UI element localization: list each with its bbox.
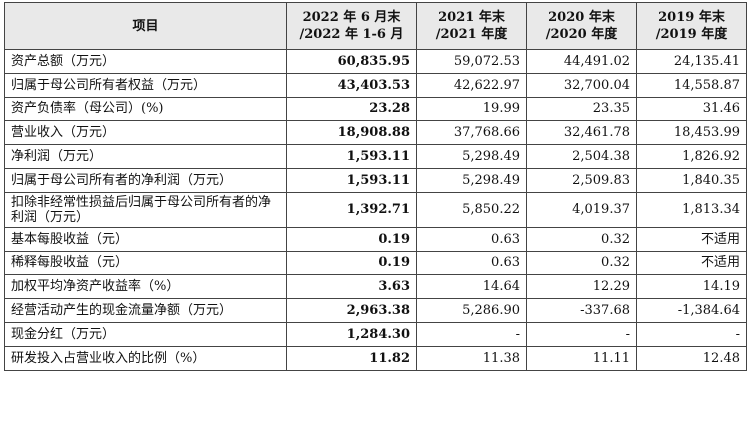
cell-2019: 不适用 [636,226,747,252]
row-label: 归属于母公司所有者的净利润（万元） [4,167,287,193]
cell-2022-h1: 60,835.95 [286,49,417,74]
cell-2021: 5,298.49 [416,167,527,193]
cell-2020: 2,509.83 [526,167,637,193]
cell-2021: 5,286.90 [416,298,527,323]
table-row: 稀释每股收益（元） 0.19 0.63 0.32 不适用 [4,250,747,276]
cell-2020: 4,019.37 [526,191,637,228]
cell-2020: -337.68 [526,298,637,323]
table-row: 现金分红（万元） 1,284.30 - - - [4,321,747,347]
header-2019-line2: /2019 年度 [655,27,728,42]
row-label: 资产负债率（母公司）(%) [4,96,287,122]
cell-2022-h1: 11.82 [286,345,417,371]
cell-2020: 32,700.04 [526,72,637,98]
table-row: 净利润（万元） 1,593.11 5,298.49 2,504.38 1,826… [4,144,747,169]
table-body: 资产总额（万元） 60,835.95 59,072.53 44,491.02 2… [4,49,747,371]
header-2021-line2: /2021 年度 [435,27,508,42]
header-2021: 2021 年末 /2021 年度 [416,2,527,50]
cell-2022-h1: 2,963.38 [286,298,417,323]
cell-2022-h1: 43,403.53 [286,72,417,98]
header-item-label: 项目 [132,18,159,34]
cell-2020: 11.11 [526,345,637,371]
header-2020: 2020 年末 /2020 年度 [526,2,637,50]
row-label: 经营活动产生的现金流量净额（万元） [4,298,287,323]
header-2021-line1: 2021 年末 [438,10,505,25]
header-item: 项目 [4,2,287,50]
cell-2020: - [526,321,637,347]
cell-2021: - [416,321,527,347]
row-label: 归属于母公司所有者权益（万元） [4,72,287,98]
cell-2019: 1,826.92 [636,144,747,169]
cell-2020: 32,461.78 [526,120,637,146]
cell-2021: 5,850.22 [416,191,527,228]
cell-2021: 0.63 [416,226,527,252]
cell-2021: 14.64 [416,274,527,300]
cell-2019: 不适用 [636,250,747,276]
table-row: 归属于母公司所有者权益（万元） 43,403.53 42,622.97 32,7… [4,72,747,98]
financial-data-table: 项目 2022 年 6 月末 /2022 年 1-6 月 2021 年末 /20… [4,2,747,371]
cell-2020: 44,491.02 [526,49,637,74]
header-2022-h1-line2: /2022 年 1-6 月 [299,27,404,42]
header-2019-line1: 2019 年末 [658,10,725,25]
table-row: 扣除非经常性损益后归属于母公司所有者的净利润（万元） 1,392.71 5,85… [4,191,747,228]
cell-2019: 31.46 [636,96,747,122]
cell-2019: 1,840.35 [636,167,747,193]
header-2020-line2: /2020 年度 [545,27,618,42]
cell-2022-h1: 1,593.11 [286,144,417,169]
cell-2021: 11.38 [416,345,527,371]
cell-2021: 5,298.49 [416,144,527,169]
table-row: 归属于母公司所有者的净利润（万元） 1,593.11 5,298.49 2,50… [4,167,747,193]
cell-2019: 12.48 [636,345,747,371]
cell-2020: 0.32 [526,250,637,276]
cell-2019: 1,813.34 [636,191,747,228]
table-row: 经营活动产生的现金流量净额（万元） 2,963.38 5,286.90 -337… [4,298,747,323]
table-header: 项目 2022 年 6 月末 /2022 年 1-6 月 2021 年末 /20… [4,2,747,50]
row-label: 稀释每股收益（元） [4,250,287,276]
cell-2019: 24,135.41 [636,49,747,74]
table-row: 资产负债率（母公司）(%) 23.28 19.99 23.35 31.46 [4,96,747,122]
row-label: 现金分红（万元） [4,321,287,347]
cell-2022-h1: 23.28 [286,96,417,122]
cell-2021: 0.63 [416,250,527,276]
cell-2019: -1,384.64 [636,298,747,323]
cell-2022-h1: 1,392.71 [286,191,417,228]
row-label: 研发投入占营业收入的比例（%） [4,345,287,371]
header-2020-line1: 2020 年末 [548,10,615,25]
cell-2020: 23.35 [526,96,637,122]
table-row: 资产总额（万元） 60,835.95 59,072.53 44,491.02 2… [4,49,747,74]
cell-2020: 0.32 [526,226,637,252]
cell-2021: 42,622.97 [416,72,527,98]
row-label: 营业收入（万元） [4,120,287,146]
cell-2019: - [636,321,747,347]
row-label: 基本每股收益（元） [4,226,287,252]
cell-2022-h1: 18,908.88 [286,120,417,146]
cell-2022-h1: 0.19 [286,250,417,276]
cell-2022-h1: 3.63 [286,274,417,300]
cell-2019: 14,558.87 [636,72,747,98]
table-row: 基本每股收益（元） 0.19 0.63 0.32 不适用 [4,226,747,252]
cell-2019: 14.19 [636,274,747,300]
cell-2022-h1: 0.19 [286,226,417,252]
cell-2021: 59,072.53 [416,49,527,74]
row-label: 扣除非经常性损益后归属于母公司所有者的净利润（万元） [4,191,287,228]
header-2022-h1-line1: 2022 年 6 月末 [302,10,401,25]
cell-2019: 18,453.99 [636,120,747,146]
cell-2021: 37,768.66 [416,120,527,146]
cell-2022-h1: 1,593.11 [286,167,417,193]
cell-2022-h1: 1,284.30 [286,321,417,347]
header-row: 项目 2022 年 6 月末 /2022 年 1-6 月 2021 年末 /20… [4,2,747,50]
row-label: 资产总额（万元） [4,49,287,74]
header-2022-h1: 2022 年 6 月末 /2022 年 1-6 月 [286,2,417,50]
cell-2021: 19.99 [416,96,527,122]
header-2019: 2019 年末 /2019 年度 [636,2,747,50]
table-row: 研发投入占营业收入的比例（%） 11.82 11.38 11.11 12.48 [4,345,747,371]
cell-2020: 2,504.38 [526,144,637,169]
table-row: 营业收入（万元） 18,908.88 37,768.66 32,461.78 1… [4,120,747,146]
row-label: 加权平均净资产收益率（%） [4,274,287,300]
cell-2020: 12.29 [526,274,637,300]
row-label: 净利润（万元） [4,144,287,169]
table-row: 加权平均净资产收益率（%） 3.63 14.64 12.29 14.19 [4,274,747,300]
